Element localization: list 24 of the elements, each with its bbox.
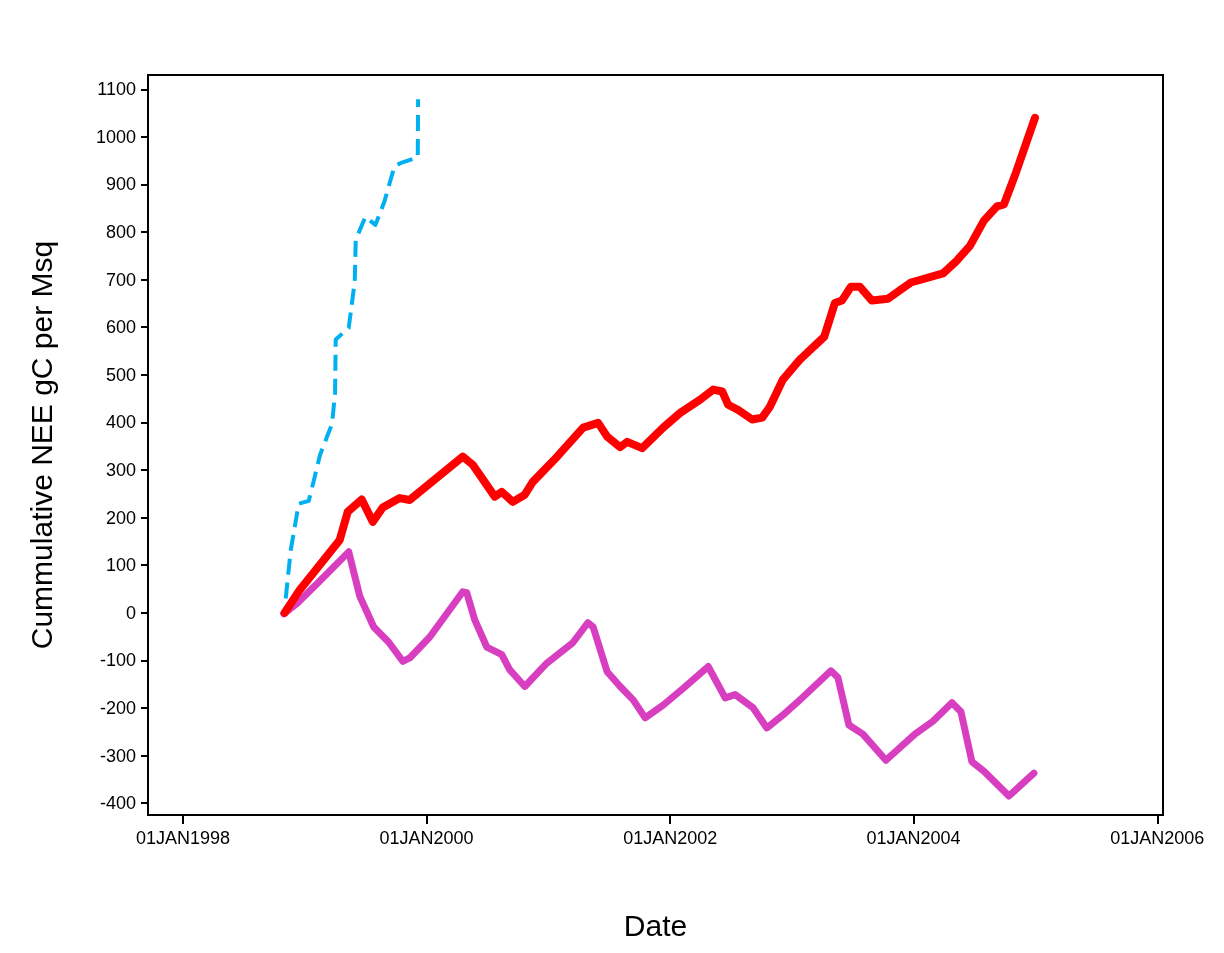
y-tick-label: 200 bbox=[105, 507, 136, 528]
x-tick-label: 01JAN2000 bbox=[379, 828, 474, 848]
y-tick-label: 300 bbox=[105, 459, 136, 480]
x-tick-label: 01JAN2004 bbox=[866, 828, 961, 848]
x-tick-label: 01JAN1998 bbox=[135, 828, 231, 848]
y-tick-label: 1100 bbox=[97, 79, 136, 100]
y-tick-label: 0 bbox=[125, 602, 136, 623]
y-tick-label: 900 bbox=[105, 174, 136, 195]
x-tick-label: 01JAN2006 bbox=[1110, 828, 1205, 848]
y-axis-title: Cummulative NEE gC per Msq bbox=[24, 240, 58, 650]
y-tick-label: -100 bbox=[99, 650, 136, 671]
x-axis-title: Date bbox=[623, 908, 688, 942]
y-tick-label: 1000 bbox=[95, 126, 136, 147]
x-tick-label: 01JAN2002 bbox=[623, 828, 718, 848]
y-tick-label: 400 bbox=[105, 412, 136, 433]
line-series bbox=[283, 97, 421, 601]
y-tick-label: -400 bbox=[99, 793, 136, 814]
y-tick-label: 600 bbox=[105, 317, 136, 338]
y-tick-label: 100 bbox=[105, 555, 136, 576]
y-tick-label: 500 bbox=[105, 364, 136, 385]
y-tick-label: 700 bbox=[105, 269, 136, 290]
y-tick-label: -200 bbox=[99, 697, 136, 718]
y-tick-label: -300 bbox=[99, 745, 136, 766]
y-tick-label: 800 bbox=[105, 222, 136, 243]
